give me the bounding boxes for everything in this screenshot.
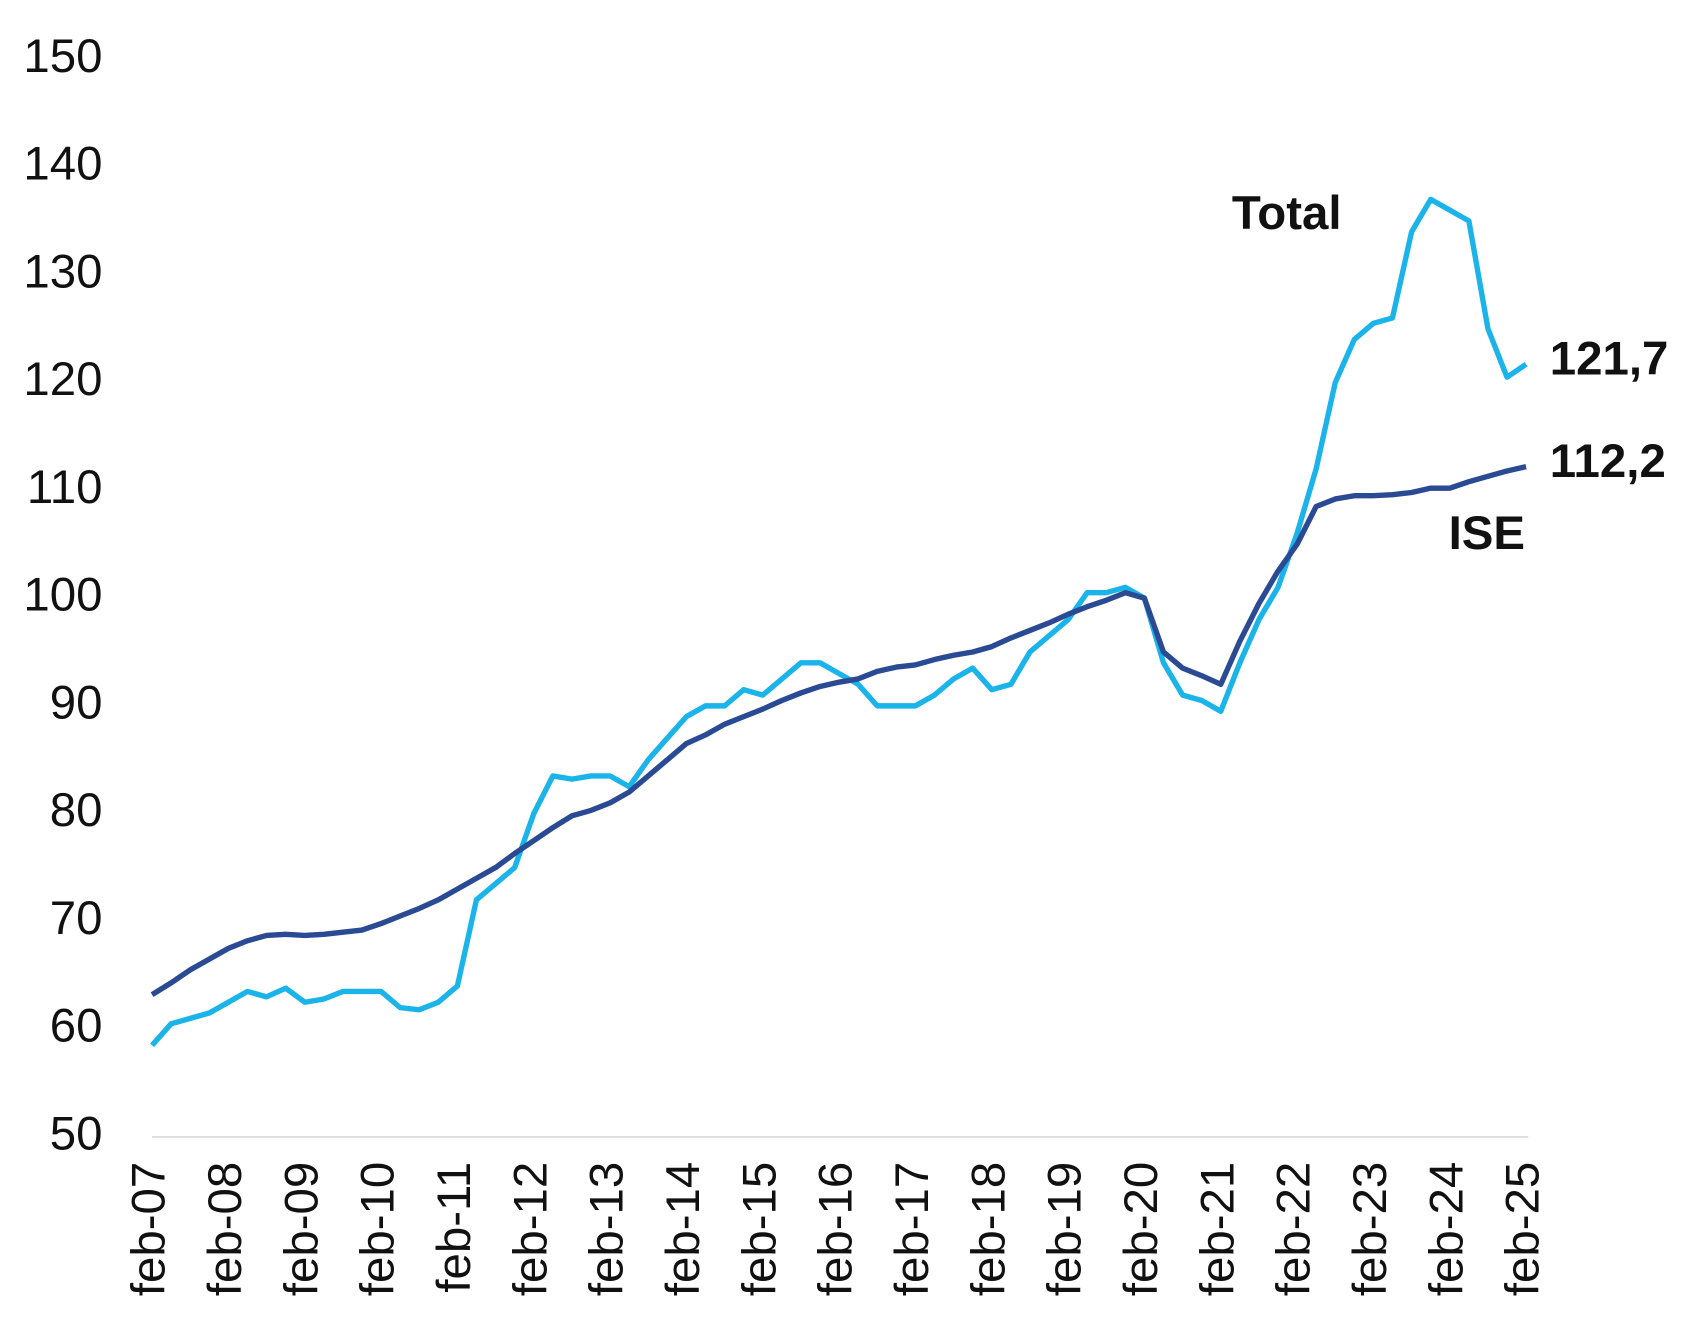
y-tick-label: 80 <box>50 784 103 837</box>
y-tick-label: 100 <box>23 569 102 622</box>
y-tick-label: 150 <box>23 30 102 83</box>
series-line <box>150 464 1527 997</box>
x-tick-label: feb-10 <box>352 1162 405 1296</box>
y-tick-label: 110 <box>27 461 103 514</box>
x-tick-label: feb-12 <box>504 1162 557 1296</box>
x-tick-label: feb-24 <box>1420 1162 1473 1296</box>
x-tick-label: feb-21 <box>1191 1162 1244 1296</box>
y-tick-label: 90 <box>50 676 103 729</box>
x-tick-label: feb-16 <box>810 1162 863 1296</box>
x-tick-label: feb-11 <box>428 1162 481 1293</box>
x-tick-label: feb-19 <box>1039 1162 1092 1296</box>
x-tick-label: feb-07 <box>123 1162 176 1296</box>
y-tick-label: 120 <box>23 353 102 406</box>
y-tick-label: 130 <box>23 245 102 298</box>
y-tick-label: 140 <box>23 138 102 191</box>
y-tick-label: 50 <box>50 1107 103 1160</box>
x-tick-label: feb-15 <box>733 1162 786 1296</box>
end-value-label: 112,2 <box>1550 435 1666 488</box>
x-tick-label: feb-14 <box>657 1162 710 1296</box>
x-tick-label: feb-23 <box>1344 1162 1397 1296</box>
series-line <box>150 196 1528 1048</box>
y-tick-label: 70 <box>50 892 103 945</box>
x-tick-label: feb-13 <box>581 1162 634 1296</box>
series-name-label: Total <box>1232 187 1342 240</box>
end-value-label: 121,7 <box>1550 333 1669 386</box>
x-tick-label: feb-09 <box>275 1162 328 1296</box>
x-tick-label: feb-18 <box>962 1162 1015 1296</box>
x-tick-label: feb-25 <box>1497 1162 1550 1296</box>
x-tick-label: feb-20 <box>1115 1162 1168 1296</box>
y-tick-label: 60 <box>50 1000 103 1053</box>
series-name-label: ISE <box>1449 507 1525 560</box>
x-tick-label: feb-17 <box>886 1162 939 1296</box>
x-tick-label: feb-22 <box>1268 1162 1321 1296</box>
x-tick-label: feb-08 <box>199 1162 252 1296</box>
